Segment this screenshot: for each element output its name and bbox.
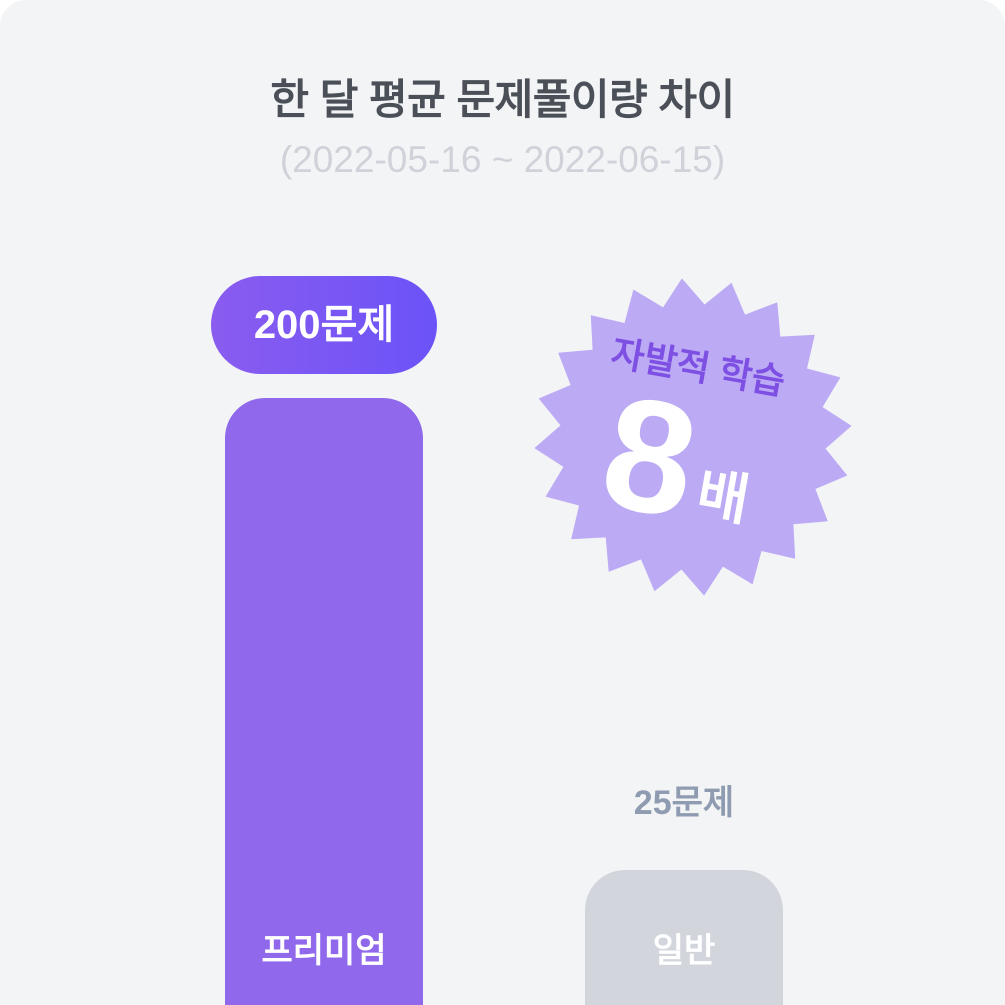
bar-premium: 프리미엄: [225, 397, 423, 1005]
value-number: 200: [253, 302, 321, 347]
category-label-general: 일반: [652, 931, 716, 970]
badge-unit: 배: [692, 461, 754, 533]
value-unit: 문제: [320, 302, 395, 347]
chart-title: 한 달 평균 문제풀이량 차이: [270, 76, 735, 123]
bar-general: 일반: [585, 869, 783, 1005]
value-number: 25: [633, 783, 672, 822]
value-label-premium: 200문제: [211, 275, 437, 374]
value-unit: 문제: [671, 783, 735, 822]
chart-date-range: (2022-05-16 ~ 2022-06-15): [279, 139, 726, 180]
starburst-polygon: [534, 278, 852, 596]
category-label-premium: 프리미엄: [261, 931, 387, 970]
value-label-general: 25문제: [585, 783, 783, 823]
